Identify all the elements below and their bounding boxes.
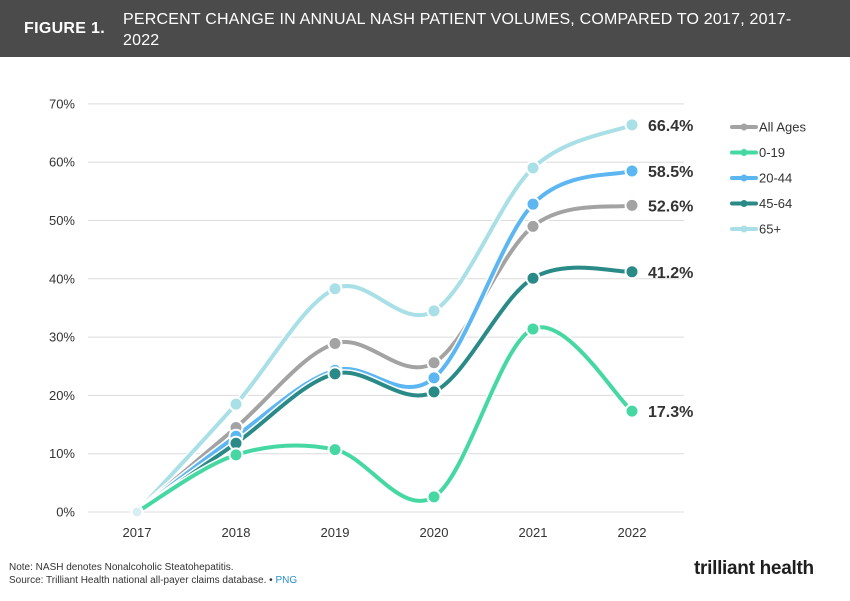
footer-source: Source: Trilliant Health national all-pa… (9, 575, 267, 586)
figure-label: FIGURE 1. (24, 20, 105, 37)
x-tick-label: 2022 (618, 525, 647, 540)
y-tick-label: 70% (49, 96, 75, 111)
x-tick-label: 2017 (123, 525, 152, 540)
data-point-all-ages (426, 355, 442, 371)
end-label-all-ages: 52.6% (648, 198, 693, 215)
y-tick-label: 10% (49, 446, 75, 461)
data-point-65- (228, 396, 244, 412)
footer-source-line: Source: Trilliant Health national all-pa… (9, 574, 297, 587)
y-tick-label: 20% (49, 388, 75, 403)
legend-label-all-ages: All Ages (759, 120, 806, 135)
data-point-45-64 (624, 264, 640, 280)
x-tick-label: 2020 (420, 525, 449, 540)
data-point-all-ages (327, 336, 343, 352)
legend-marker-45-64 (740, 200, 748, 207)
legend-marker-all-ages (740, 123, 748, 131)
gridlines (88, 103, 684, 513)
x-tick-label: 2021 (519, 525, 548, 540)
footer-separator: • (269, 575, 273, 586)
data-point-0-19 (228, 447, 244, 463)
data-point-0-19 (130, 505, 144, 519)
legend-label-0-19: 0-19 (759, 145, 785, 160)
legend-marker-65- (740, 225, 748, 233)
data-point-65- (426, 303, 442, 319)
trilliant-health-logo: trilliant health (694, 558, 814, 580)
legend-label-20-44: 20-44 (759, 171, 792, 186)
data-point-65- (327, 281, 343, 297)
data-point-0-19 (624, 403, 640, 419)
line-chart: 0% 10% 20% 30% 40% 50% 60% 70% 2017 2018 2019 2020… (49, 96, 807, 540)
data-point-0-19 (525, 321, 541, 337)
end-labels: 66.4% 52.6% 58.5% 41.2% 17.3% (648, 118, 693, 421)
data-point-45-64 (525, 270, 541, 286)
legend-label-65-: 65+ (759, 222, 781, 237)
figure-header: FIGURE 1. PERCENT CHANGE IN ANNUAL NASH … (0, 0, 850, 57)
data-point-20-44 (525, 196, 541, 212)
data-point-0-19 (327, 442, 343, 458)
y-tick-label: 0% (56, 505, 75, 520)
png-download-link[interactable]: PNG (275, 575, 298, 586)
data-point-20-44 (426, 370, 442, 386)
footer: Note: NASH denotes Nonalcoholic Steatohe… (9, 561, 297, 587)
y-tick-label: 30% (49, 330, 75, 345)
legend: All Ages 0-19 20-44 45-64 65+ (730, 120, 806, 237)
end-label-0-19: 17.3% (648, 404, 693, 421)
legend-marker-0-19 (740, 149, 748, 156)
data-point-0-19 (426, 489, 442, 505)
data-point-all-ages (624, 197, 640, 213)
data-point-65- (624, 117, 640, 133)
y-axis-ticks: 0% 10% 20% 30% 40% 50% 60% 70% (49, 96, 75, 519)
legend-marker-20-44 (740, 174, 748, 182)
data-point-20-44 (624, 163, 640, 179)
y-tick-label: 40% (49, 271, 75, 286)
x-axis-ticks: 2017 2018 2019 2020 2021 2022 (123, 525, 647, 540)
series-points (130, 117, 640, 519)
data-point-45-64 (327, 366, 343, 382)
logo-word-health: health (759, 558, 814, 579)
data-point-65- (525, 160, 541, 176)
chart-title: PERCENT CHANGE IN ANNUAL NASH PATIENT VO… (123, 11, 792, 49)
end-label-65-: 66.4% (648, 118, 693, 135)
end-label-45-64: 41.2% (648, 265, 693, 282)
x-tick-label: 2018 (222, 525, 251, 540)
data-point-all-ages (525, 218, 541, 234)
y-tick-label: 50% (49, 213, 75, 228)
y-tick-label: 60% (49, 155, 75, 170)
legend-label-45-64: 45-64 (759, 196, 792, 211)
logo-word-trilliant: trilliant (694, 558, 755, 579)
end-label-20-44: 58.5% (648, 164, 693, 181)
footer-note: Note: NASH denotes Nonalcoholic Steatohe… (9, 562, 234, 573)
data-point-45-64 (426, 384, 442, 400)
x-tick-label: 2019 (321, 525, 350, 540)
